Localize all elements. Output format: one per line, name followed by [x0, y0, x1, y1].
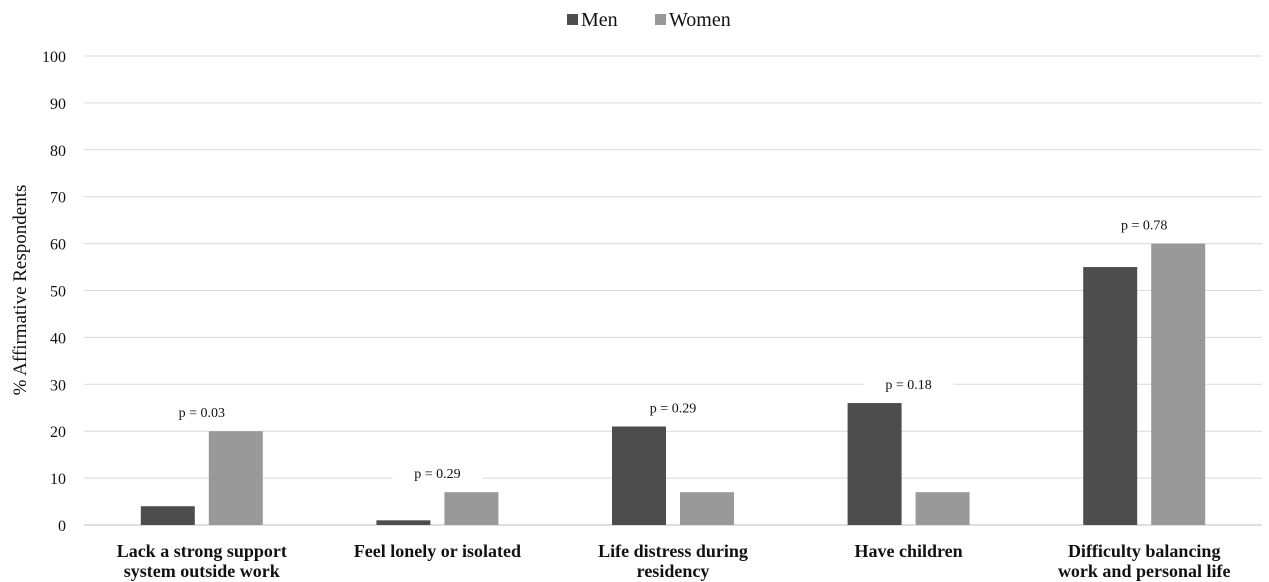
y-axis-ticks: 0 10 20 30 40 50 60 70 80 90 100 — [42, 49, 66, 535]
p-value-background — [392, 461, 483, 486]
p-value-background — [1099, 212, 1190, 237]
p-value-label: p = 0.29 — [414, 467, 460, 482]
p-value-background — [863, 372, 954, 397]
y-tick-label: 0 — [58, 518, 66, 535]
y-tick-label: 90 — [50, 96, 66, 113]
legend-label-women: Women — [669, 9, 731, 31]
bars — [140, 243, 1206, 525]
bar-men — [847, 403, 902, 525]
y-tick-label: 100 — [42, 49, 66, 66]
category-label: Life distress during — [598, 541, 748, 561]
bar-men — [612, 426, 666, 525]
category-label: Lack a strong support — [117, 541, 287, 561]
p-value-label: p = 0.78 — [1121, 219, 1167, 234]
category-label: residency — [637, 561, 710, 581]
p-value-background — [156, 400, 247, 425]
bar-women — [444, 492, 499, 525]
y-tick-label: 10 — [50, 471, 66, 488]
y-tick-label: 70 — [50, 190, 66, 207]
bar-men — [1083, 267, 1138, 525]
y-tick-label: 50 — [50, 284, 66, 301]
bar-men — [140, 506, 195, 525]
category-label: Difficulty balancing — [1068, 541, 1221, 561]
y-tick-label: 30 — [50, 377, 66, 394]
bar-men — [376, 520, 431, 525]
bar-women — [915, 492, 970, 525]
p-value-label: p = 0.18 — [885, 378, 931, 393]
category-label: system outside work — [124, 561, 280, 581]
y-tick-label: 20 — [50, 424, 66, 441]
category-label: Feel lonely or isolated — [354, 541, 521, 561]
p-value-background — [628, 395, 718, 420]
y-tick-label: 60 — [50, 237, 66, 254]
legend-swatch-men — [567, 14, 578, 25]
bar-women — [1151, 243, 1206, 525]
bar-women — [680, 492, 734, 525]
p-value-label: p = 0.29 — [650, 402, 696, 417]
bar-women — [208, 431, 263, 525]
p-value-label: p = 0.03 — [179, 406, 225, 421]
p-value-annotations: p = 0.03 p = 0.29 p = 0.29 p = 0.18 p = 0.78 — [156, 212, 1190, 486]
legend-label-men: Men — [581, 9, 618, 31]
y-tick-label: 80 — [50, 143, 66, 160]
y-tick-label: 40 — [50, 330, 66, 347]
gridlines — [84, 55, 1262, 526]
legend-swatch-women — [655, 14, 666, 25]
category-label: Have children — [855, 541, 963, 561]
y-axis-label: % Affirmative Respondents — [10, 185, 31, 396]
legend: Men Women — [567, 9, 731, 31]
category-label: work and personal life — [1058, 561, 1231, 581]
